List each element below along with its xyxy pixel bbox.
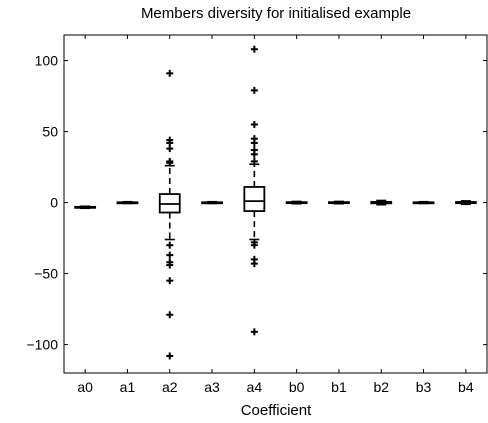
outlier-point [250, 150, 258, 158]
box-b3 [412, 200, 435, 205]
y-tick-label: 100 [35, 53, 59, 69]
x-tick-label: b0 [289, 379, 305, 395]
x-tick-label: b4 [458, 379, 474, 395]
outlier-point [250, 328, 258, 336]
outlier-point [166, 251, 174, 259]
box-b1 [328, 200, 350, 205]
box-a0 [74, 205, 97, 210]
box-b4 [454, 200, 477, 206]
outlier-point [166, 277, 174, 285]
y-tick-label: 0 [50, 195, 58, 211]
outlier-point [166, 352, 174, 360]
x-tick-label: a0 [77, 379, 93, 395]
y-tick-label: 50 [42, 124, 58, 140]
outlier-point [250, 241, 258, 249]
box-b0 [285, 200, 308, 205]
outlier-point [166, 261, 174, 269]
outlier-point [250, 86, 258, 94]
x-tick-label: b1 [331, 379, 347, 395]
outlier-point [166, 159, 174, 167]
y-axis: 100 50 0 −50 −100 [26, 53, 487, 353]
box-a4 [243, 45, 266, 336]
box-b2 [370, 199, 393, 206]
box-rect [243, 186, 266, 213]
outlier-point [250, 120, 258, 128]
y-tick-label: −100 [26, 337, 58, 353]
outlier-point [250, 157, 258, 165]
x-tick-label: a2 [162, 379, 178, 395]
plot-frame [63, 34, 488, 374]
box-a3 [201, 200, 223, 205]
outlier-point [166, 69, 174, 77]
x-tick-label: b3 [416, 379, 432, 395]
outlier-point [166, 311, 174, 319]
x-tick-label: a3 [204, 379, 220, 395]
x-axis: a0 a1 a2 a3 a4 b0 b1 b2 b3 b4 [77, 35, 474, 395]
x-tick-label: a1 [120, 379, 136, 395]
x-tick-label: b2 [373, 379, 389, 395]
chart-title: Members diversity for initialised exampl… [141, 5, 411, 22]
outlier-point [250, 260, 258, 268]
outlier-point [250, 45, 258, 53]
y-tick-label: −50 [34, 266, 58, 282]
outlier-point [166, 145, 174, 153]
x-tick-label: a4 [247, 379, 263, 395]
outlier-point [166, 241, 174, 249]
box-a2 [158, 69, 181, 360]
outlier-point [250, 139, 258, 147]
x-axis-label: Coefficient [241, 402, 312, 419]
box-a1 [116, 200, 139, 205]
boxes-group [74, 45, 477, 360]
